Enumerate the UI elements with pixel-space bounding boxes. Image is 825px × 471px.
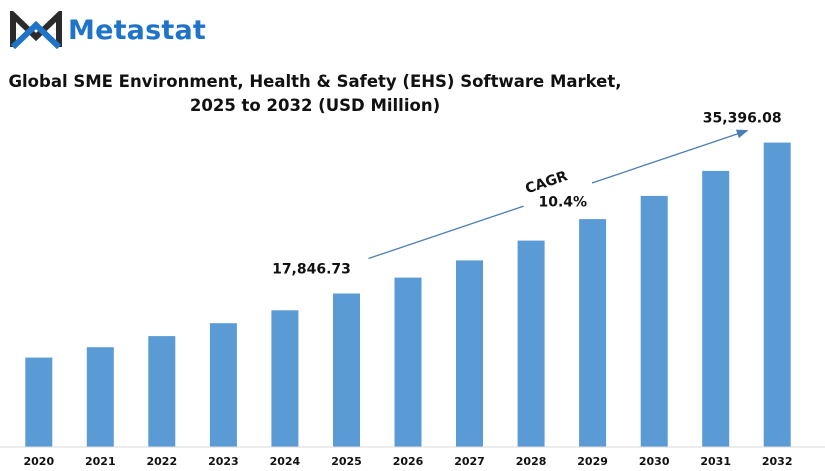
bar-2020 bbox=[25, 357, 53, 447]
brand-logo: Metastat bbox=[10, 10, 206, 50]
metastat-logo-icon bbox=[10, 11, 62, 49]
x-tick-label: 2027 bbox=[454, 455, 485, 468]
bar-2031 bbox=[702, 170, 730, 447]
x-tick-label: 2032 bbox=[762, 455, 793, 468]
x-tick-label: 2025 bbox=[331, 455, 362, 468]
bar-2029 bbox=[579, 219, 607, 447]
data-label-2032: 35,396.08 bbox=[703, 111, 782, 127]
x-tick-label: 2029 bbox=[577, 455, 608, 468]
bar-2028 bbox=[517, 240, 545, 447]
x-tick-label: 2022 bbox=[146, 455, 177, 468]
bar-2023 bbox=[209, 323, 237, 447]
bar-2027 bbox=[456, 260, 483, 447]
chart-title: Global SME Environment, Health & Safety … bbox=[0, 70, 630, 118]
chart-title-line-1: Global SME Environment, Health & Safety … bbox=[8, 72, 622, 91]
bar-2026 bbox=[394, 277, 422, 447]
x-tick-label: 2024 bbox=[270, 455, 301, 468]
x-tick-label: 2031 bbox=[700, 455, 731, 468]
bar-2032 bbox=[763, 142, 791, 447]
bar-2030 bbox=[640, 195, 668, 447]
x-tick-label: 2026 bbox=[393, 455, 424, 468]
bar-2025 bbox=[333, 293, 360, 447]
chart-title-line-2: 2025 to 2032 (USD Million) bbox=[189, 96, 441, 115]
cagr-arrow-head-line bbox=[591, 129, 749, 184]
x-tick-label: 2020 bbox=[23, 455, 54, 468]
bar-2021 bbox=[86, 347, 114, 447]
x-tick-label: 2021 bbox=[85, 455, 116, 468]
brand-name: Metastat bbox=[68, 14, 207, 46]
bar-2022 bbox=[148, 336, 176, 447]
bar-2024 bbox=[271, 310, 299, 447]
x-tick-label: 2028 bbox=[516, 455, 547, 468]
cagr-value: 10.4% bbox=[539, 195, 588, 211]
cagr-arrow-line bbox=[368, 205, 524, 260]
x-tick-label: 2023 bbox=[208, 455, 239, 468]
data-label-2025: 17,846.73 bbox=[272, 262, 351, 278]
cagr-label: CAGR bbox=[523, 168, 569, 197]
x-tick-label: 2030 bbox=[639, 455, 670, 468]
